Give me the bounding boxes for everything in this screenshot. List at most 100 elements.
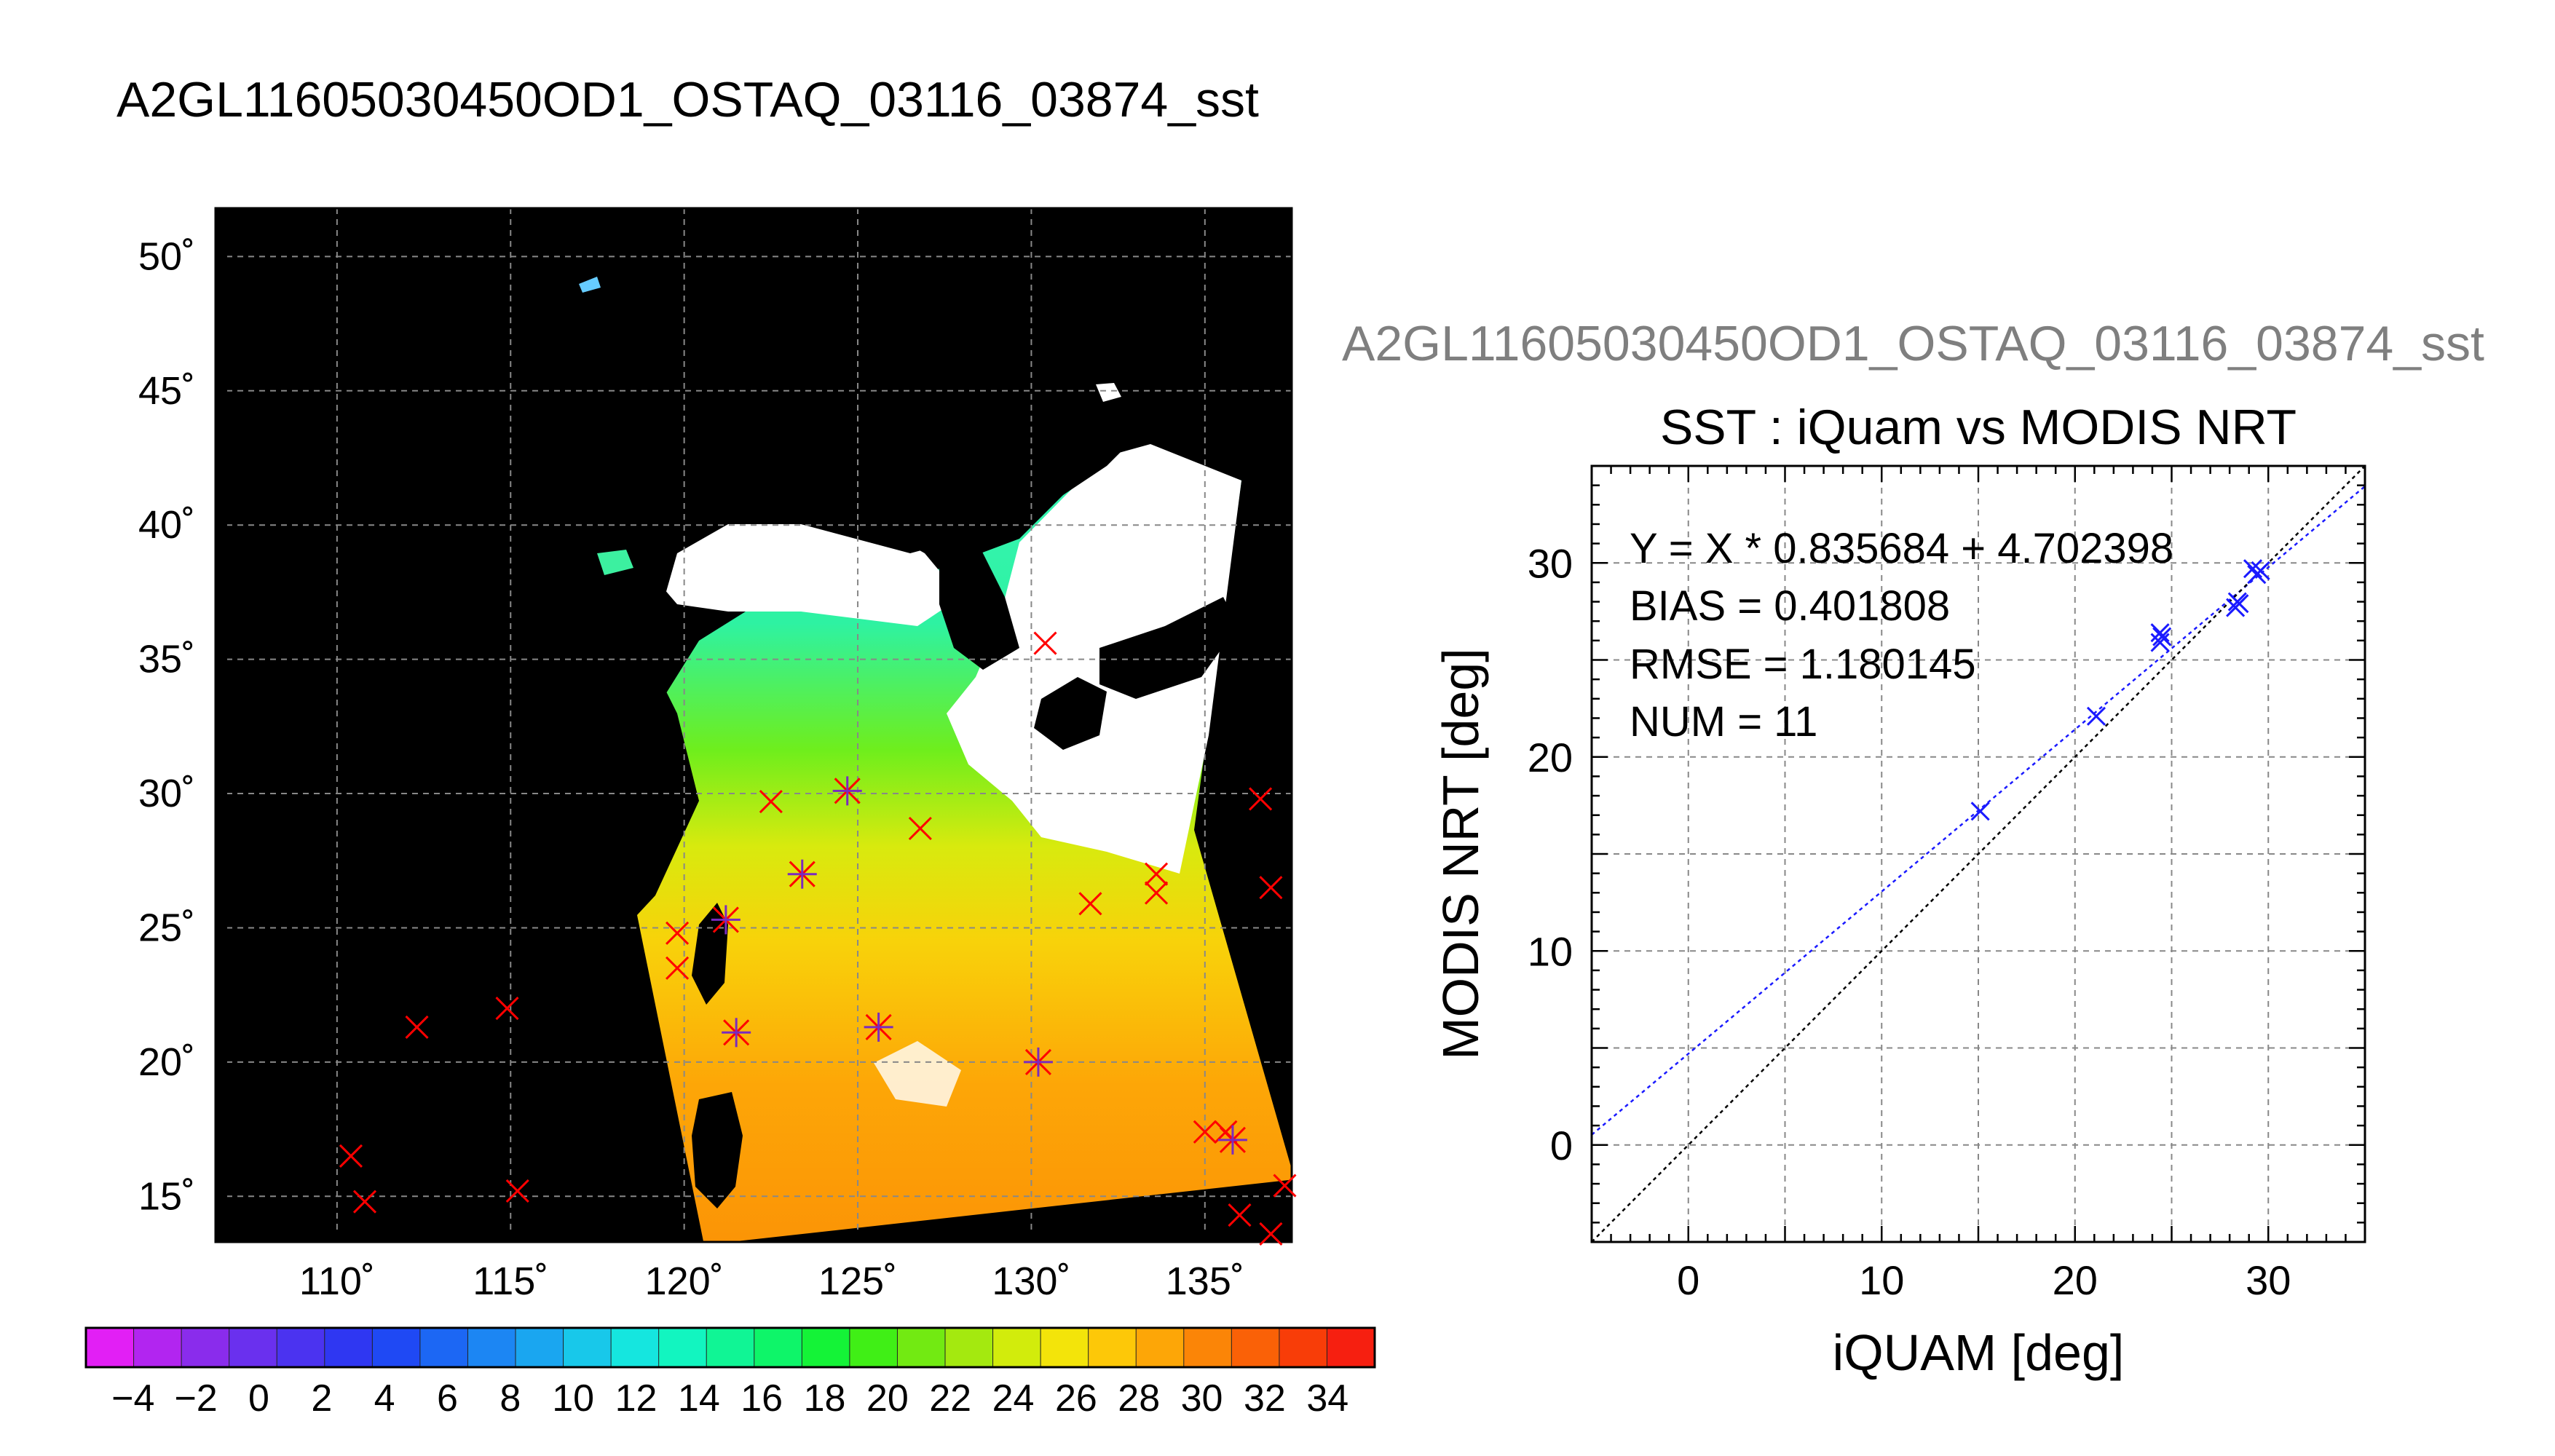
colorbar-swatch [324, 1327, 374, 1368]
colorbar-swatch [944, 1327, 994, 1368]
scatter-y-tick-label: 0 [1550, 1123, 1573, 1168]
colorbar-label: 10 [552, 1377, 594, 1420]
scatter-panel: A2GL11605030450OD1_OSTAQ_03116_03874_sst… [1342, 316, 2484, 1381]
matchup-cross [1259, 1222, 1283, 1246]
colorbar-swatch [849, 1327, 899, 1368]
stats-equation: Y = X * 0.835684 + 4.702398 [1630, 525, 2173, 572]
matchup-star [832, 776, 862, 806]
colorbar-label: 22 [929, 1377, 971, 1420]
scatter-ticks: 0 10 20 30 0 10 20 30 [1528, 464, 2366, 1303]
sst-map: 110˚ 115˚ 120˚ 125˚ 130˚ 135˚ 50˚ 45˚ 40˚ 35˚ 30˚ 2… [138, 207, 1297, 1303]
matchup-cross [1078, 892, 1102, 916]
colorbar-swatch [276, 1327, 325, 1368]
scatter-title: SST : iQuam vs MODIS NRT [1660, 400, 2297, 455]
colorbar-label: 4 [374, 1377, 395, 1420]
matchup-cross [1144, 862, 1169, 886]
scatter-xlabel: iQUAM [deg] [1833, 1324, 2125, 1381]
map-lat-tick-label: 40˚ [138, 503, 195, 547]
colorbar-swatch [1231, 1327, 1280, 1368]
scatter-x-tick-label: 10 [1859, 1257, 1904, 1303]
scatter-point [1970, 802, 1990, 821]
scatter-ylabel: MODIS NRT [deg] [1432, 648, 1489, 1059]
colorbar-label: 18 [804, 1377, 846, 1420]
scatter-subtitle: A2GL11605030450OD1_OSTAQ_03116_03874_sst [1342, 316, 2484, 371]
map-lon-tick-label: 135˚ [1166, 1259, 1244, 1303]
colorbar-swatch [515, 1327, 564, 1368]
figure-title: A2GL11605030450OD1_OSTAQ_03116_03874_sst [117, 72, 1259, 127]
one-to-one-line [1592, 466, 2365, 1242]
colorbar-swatch [754, 1327, 803, 1368]
colorbar-swatch [896, 1327, 947, 1368]
ice-patch [579, 277, 601, 293]
scatter-x-tick-label: 0 [1677, 1257, 1699, 1303]
scatter-y-tick-label: 20 [1528, 735, 1573, 780]
land-japan [1099, 597, 1238, 699]
colorbar-labels: −4 −2 0 2 4 6 8 10 12 14 16 18 20 22 24 26 28 30 32 34 [111, 1377, 1348, 1420]
matchup-star [711, 905, 741, 935]
matchup-star [787, 859, 817, 889]
colorbar-swatch [706, 1327, 755, 1368]
scatter-point [2230, 594, 2249, 614]
land-luzon [692, 1092, 743, 1208]
stats-rmse: RMSE = 1.180145 [1630, 641, 1976, 688]
scatter-x-tick-label: 30 [2246, 1257, 2291, 1303]
colorbar-swatch [1279, 1327, 1328, 1368]
colorbar-swatch [229, 1327, 278, 1368]
colorbar: −4 −2 0 2 4 6 8 10 12 14 16 18 20 22 24 26 28 30 32 34 [84, 1326, 1376, 1420]
map-grid [216, 208, 1292, 1242]
colorbar-label: 30 [1181, 1377, 1223, 1420]
colorbar-swatch [1135, 1327, 1185, 1368]
matchup-cross [1144, 881, 1169, 905]
colorbar-swatch [1040, 1327, 1089, 1368]
matchup-star [1023, 1047, 1053, 1077]
matchup-cross [1033, 631, 1057, 655]
colorbar-label: −2 [174, 1377, 217, 1420]
colorbar-label: 28 [1118, 1377, 1160, 1420]
colorbar-label: 16 [741, 1377, 783, 1420]
colorbar-swatch [467, 1327, 517, 1368]
map-lat-tick-label: 35˚ [138, 638, 195, 681]
map-lon-tick-label: 130˚ [992, 1259, 1070, 1303]
colorbar-swatch [992, 1327, 1042, 1368]
land-kyushu [1034, 677, 1107, 750]
colorbar-label: 6 [437, 1377, 458, 1420]
colorbar-label: 26 [1055, 1377, 1097, 1420]
colorbar-swatches [85, 1327, 1376, 1368]
colorbar-frame [84, 1326, 1376, 1369]
colorbar-label: 14 [678, 1377, 720, 1420]
bohai-patch [597, 550, 633, 575]
ice-patch-2 [1096, 383, 1121, 402]
matchup-cross [352, 1190, 377, 1214]
scatter-y-tick-label: 10 [1528, 928, 1573, 974]
land-china-coast [216, 208, 1292, 1242]
colorbar-label: 24 [992, 1377, 1035, 1420]
matchup-star [722, 1018, 751, 1048]
matchup-star [1217, 1125, 1247, 1155]
cloud-patch-sw [874, 1041, 961, 1107]
map-lon-tick-label: 115˚ [473, 1259, 548, 1303]
land-korea [939, 539, 1019, 670]
colorbar-swatch [563, 1327, 612, 1368]
colorbar-swatch [658, 1327, 708, 1368]
scatter-point [2243, 559, 2263, 579]
colorbar-label: −4 [111, 1377, 154, 1420]
stats-num: NUM = 11 [1630, 698, 1817, 745]
map-lat-tick-label: 30˚ [138, 772, 195, 815]
colorbar-label: 2 [311, 1377, 332, 1420]
scatter-point [2251, 561, 2270, 580]
colorbar-swatch [85, 1327, 135, 1368]
scatter-point [2152, 627, 2172, 646]
matchup-cross [908, 816, 932, 841]
matchup-cross [1273, 1174, 1297, 1198]
matchup-star [864, 1012, 893, 1042]
matchup-cross [666, 921, 690, 945]
matchup-cross [1228, 1203, 1252, 1227]
colorbar-label: 32 [1244, 1377, 1286, 1420]
map-lat-tick-label: 45˚ [138, 369, 195, 413]
map-tick-labels: 110˚ 115˚ 120˚ 125˚ 130˚ 135˚ 50˚ 45˚ 40˚ 35˚ 30˚ 2… [138, 234, 1244, 1303]
scatter-x-tick-label: 20 [2053, 1257, 2098, 1303]
matchup-cross [1259, 876, 1283, 900]
colorbar-label: 0 [248, 1377, 269, 1420]
scatter-y-tick-label: 30 [1528, 540, 1573, 586]
map-lon-tick-label: 125˚ [818, 1259, 897, 1303]
